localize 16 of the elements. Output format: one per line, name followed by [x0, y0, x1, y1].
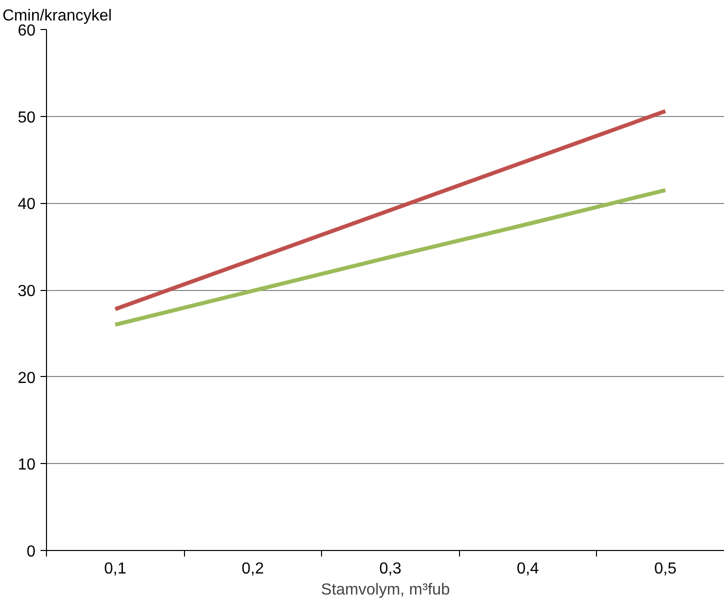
x-axis-title: Stamvolym, m³fub	[321, 582, 450, 598]
y-tick-label: 40	[18, 196, 36, 214]
x-tick-label: 0,2	[242, 560, 264, 578]
y-axis-title: Cmin/krancykel	[2, 8, 112, 24]
x-tick-label: 0,5	[654, 560, 677, 578]
y-tick-label: 0	[26, 544, 36, 560]
x-tick-label: 0,1	[104, 560, 126, 578]
line-series	[113, 188, 668, 327]
y-tick-label: 10	[18, 456, 36, 474]
x-tick-label: 0,3	[379, 560, 402, 578]
y-tick-label: 20	[18, 370, 36, 387]
x-tick-label: 0,4	[516, 560, 540, 578]
y-tick-label: 60	[18, 22, 36, 40]
y-tick-label: 30	[18, 283, 36, 300]
y-tick-label: 50	[18, 109, 36, 126]
line-series	[113, 109, 668, 312]
